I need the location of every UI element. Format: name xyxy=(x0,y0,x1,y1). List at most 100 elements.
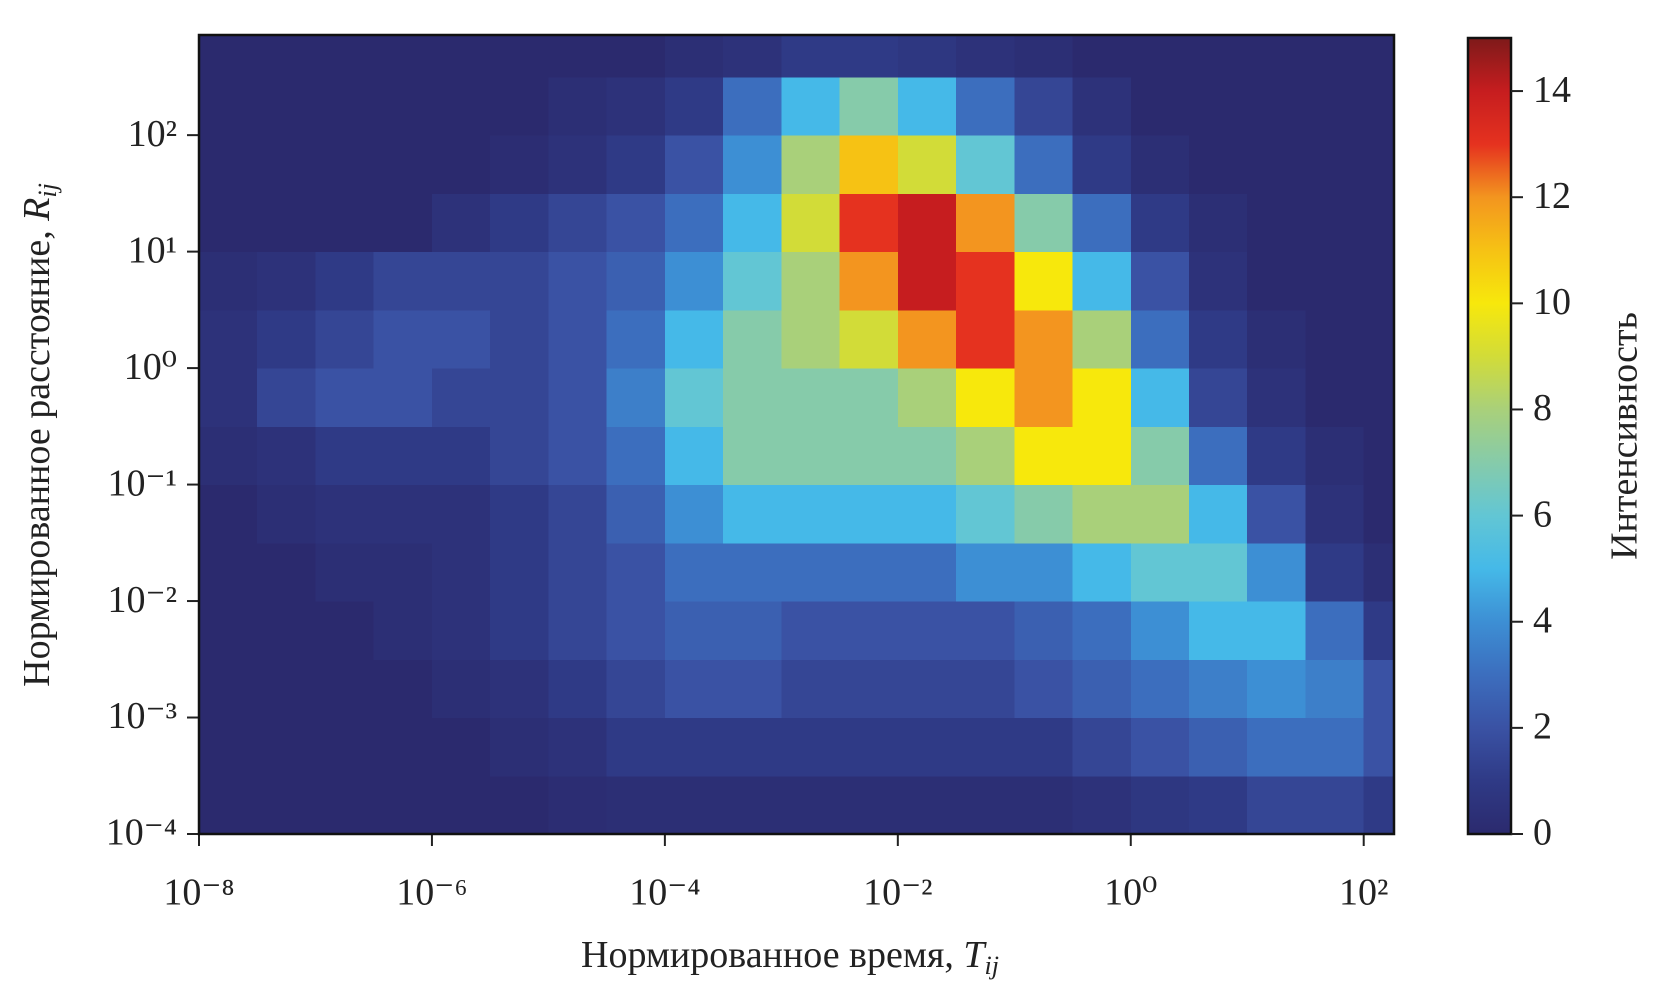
heatmap-cell xyxy=(1247,35,1306,78)
heatmap-cell xyxy=(431,309,491,369)
colorbar-tick-label: 2 xyxy=(1533,706,1552,748)
heatmap-cell xyxy=(199,193,258,253)
heatmap-cell xyxy=(548,193,608,253)
heatmap-cell xyxy=(1130,309,1190,369)
heatmap-cell xyxy=(897,484,957,544)
heatmap-cell xyxy=(1014,484,1074,544)
heatmap-cell xyxy=(315,35,375,78)
heatmap-cell xyxy=(431,717,491,777)
heatmap-cell xyxy=(490,76,549,136)
heatmap-cell xyxy=(606,193,666,253)
y-axis-label: Нормированное расстояние, Rij xyxy=(16,183,62,687)
heatmap-cell xyxy=(1014,775,1074,835)
heatmap-cell xyxy=(781,542,841,602)
heatmap-cell xyxy=(1072,309,1132,369)
heatmap-cell xyxy=(723,135,782,194)
heatmap-cell xyxy=(1072,659,1132,719)
heatmap-cell xyxy=(1305,601,1365,660)
heatmap-cell xyxy=(606,368,666,427)
heatmap-cell xyxy=(956,484,1015,544)
colorbar-tick-label: 14 xyxy=(1533,69,1571,111)
heatmap-cell xyxy=(956,251,1015,311)
colorbar-tick-label: 10 xyxy=(1533,281,1571,323)
heatmap-cell xyxy=(1072,426,1132,486)
heatmap-cell xyxy=(1014,251,1074,311)
heatmap-cell xyxy=(1014,135,1074,194)
heatmap-cell xyxy=(548,251,608,311)
heatmap-cell xyxy=(606,659,666,719)
heatmap-cell xyxy=(1188,542,1248,602)
heatmap-cell xyxy=(373,717,433,777)
heatmap-cell xyxy=(431,251,491,311)
heatmap-cell xyxy=(199,35,258,78)
heatmap-cell xyxy=(723,76,782,136)
heatmap-cell xyxy=(956,542,1015,602)
x-tick-label: 10⁻⁴ xyxy=(629,872,700,914)
heatmap-cell xyxy=(1014,193,1074,253)
heatmap-cell xyxy=(431,426,491,486)
heatmap-cell xyxy=(1072,368,1132,427)
heatmap-cell xyxy=(956,659,1015,719)
heatmap-cell xyxy=(548,484,608,544)
plot-frame xyxy=(197,33,1396,836)
colorbar-tick-label: 0 xyxy=(1533,812,1552,854)
heatmap-cell xyxy=(781,135,841,194)
heatmap-cell xyxy=(606,35,666,78)
heatmap-cell xyxy=(1130,35,1190,78)
heatmap-cell xyxy=(1305,484,1365,544)
heatmap-cell xyxy=(1130,542,1190,602)
heatmap-cell xyxy=(723,484,782,544)
heatmap-cell xyxy=(1363,251,1395,311)
heatmap-cell xyxy=(257,309,316,369)
heatmap-cell xyxy=(257,76,316,136)
heatmap-cell xyxy=(490,35,549,78)
heatmap-cell xyxy=(315,484,375,544)
heatmap-cell xyxy=(664,484,724,544)
y-label-symbol: R xyxy=(16,198,58,222)
heatmap-cell xyxy=(956,35,1015,78)
heatmap-cell xyxy=(199,426,258,486)
heatmap-cell xyxy=(1305,775,1365,835)
heatmap-cell xyxy=(781,35,841,78)
heatmap-cell xyxy=(1130,135,1190,194)
heatmap-cell xyxy=(548,76,608,136)
heatmap-cell xyxy=(257,542,316,602)
y-tick-label: 10⁰ xyxy=(124,346,177,388)
heatmap-cell xyxy=(431,775,491,835)
heatmap-cell xyxy=(1188,309,1248,369)
heatmap-cell xyxy=(315,368,375,427)
heatmap-cell xyxy=(257,775,316,835)
heatmap-cell xyxy=(373,426,433,486)
heatmap-cell xyxy=(1247,76,1306,136)
heatmap-cell xyxy=(199,251,258,311)
heatmap-cell xyxy=(897,659,957,719)
heatmap-cell xyxy=(664,135,724,194)
heatmap-cell xyxy=(839,251,899,311)
heatmap-cell xyxy=(490,193,549,253)
heatmap-cell xyxy=(956,601,1015,660)
heatmap-cell xyxy=(781,659,841,719)
x-tick-label: 10² xyxy=(1339,872,1388,914)
heatmap-cell xyxy=(548,542,608,602)
heatmap-cell xyxy=(199,601,258,660)
heatmap-cell xyxy=(1305,426,1365,486)
y-tick-label: 10⁻² xyxy=(108,579,177,621)
heatmap-cell xyxy=(199,775,258,835)
heatmap-cell xyxy=(606,542,666,602)
heatmap-cell xyxy=(664,309,724,369)
heatmap-cell xyxy=(1130,717,1190,777)
heatmap-cell xyxy=(373,193,433,253)
colorbar-tick-label: 6 xyxy=(1533,493,1552,535)
heatmap-cell xyxy=(373,775,433,835)
heatmap-cell xyxy=(431,601,491,660)
heatmap-cell xyxy=(490,542,549,602)
heatmap-cell xyxy=(956,368,1015,427)
x-axis-label: Нормированное время, Tij xyxy=(581,934,999,980)
heatmap-cell xyxy=(1363,775,1395,835)
heatmap-cell xyxy=(723,193,782,253)
heatmap-cell xyxy=(897,426,957,486)
heatmap-cell xyxy=(1247,659,1306,719)
heatmap-cell xyxy=(315,193,375,253)
heatmap-cell xyxy=(839,659,899,719)
